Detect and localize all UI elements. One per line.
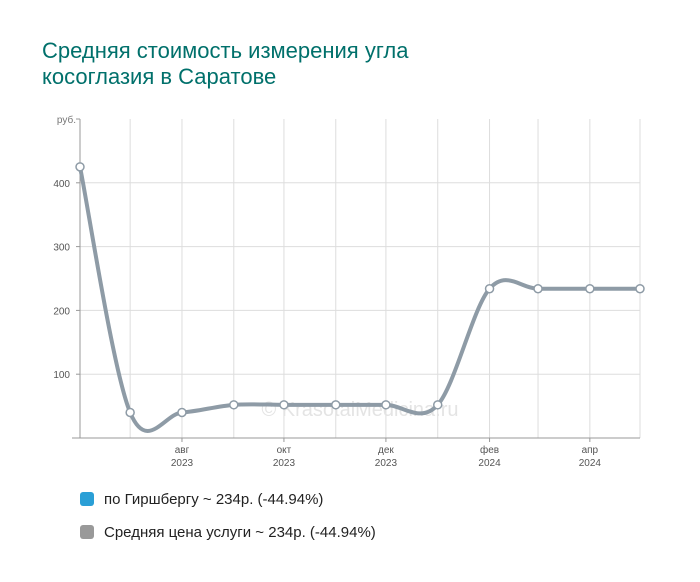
- legend: по Гиршбергу ~ 234р. (-44.94%) Средняя ц…: [80, 488, 376, 554]
- x-tick-label-year: 2023: [375, 458, 398, 469]
- x-tick-label-year: 2024: [579, 458, 602, 469]
- data-point: [484, 283, 495, 294]
- x-tick-label-month: апр: [582, 445, 599, 456]
- x-tick-label-year: 2023: [273, 458, 296, 469]
- x-tick-label-month: дек: [378, 445, 394, 456]
- y-tick-label: 300: [53, 243, 70, 254]
- data-point: [585, 283, 595, 294]
- data-point: [125, 407, 135, 418]
- x-tick-label-month: фев: [480, 444, 499, 456]
- x-tick-label-year: 2023: [171, 458, 194, 469]
- legend-swatch-average-price: [80, 525, 94, 539]
- series-line: [78, 164, 642, 433]
- legend-swatch-hirschberg: [80, 492, 94, 506]
- chart-title: Средняя стоимость измерения угла косогла…: [42, 38, 642, 90]
- data-point: [229, 400, 239, 410]
- y-tick-label: 200: [53, 306, 70, 317]
- legend-label-average-price: Средняя цена услуги ~ 234р. (-44.94%): [104, 523, 376, 541]
- legend-item-hirschberg[interactable]: по Гиршбергу ~ 234р. (-44.94%): [80, 488, 376, 510]
- data-point: [533, 283, 543, 294]
- y-tick-label: 100: [53, 370, 70, 381]
- data-point: [381, 400, 391, 410]
- data-point: [279, 400, 289, 410]
- x-tick-label-month: авг: [175, 445, 190, 456]
- data-point: [75, 162, 85, 172]
- y-tick-label: 400: [53, 179, 70, 190]
- x-tick-label-month: окт: [277, 445, 292, 456]
- chart-title-line-1: Средняя стоимость измерения угла: [42, 38, 409, 63]
- data-point: [331, 400, 341, 410]
- data-point: [432, 400, 443, 410]
- data-point: [635, 283, 645, 294]
- legend-item-average-price[interactable]: Средняя цена услуги ~ 234р. (-44.94%): [80, 521, 376, 543]
- y-unit-label: руб.: [57, 114, 76, 126]
- legend-label-hirschberg: по Гиршбергу ~ 234р. (-44.94%): [104, 490, 324, 508]
- chart-title-line-2: косоглазия в Саратове: [42, 64, 277, 89]
- data-point: [177, 407, 187, 418]
- x-tick-label-year: 2024: [478, 458, 501, 469]
